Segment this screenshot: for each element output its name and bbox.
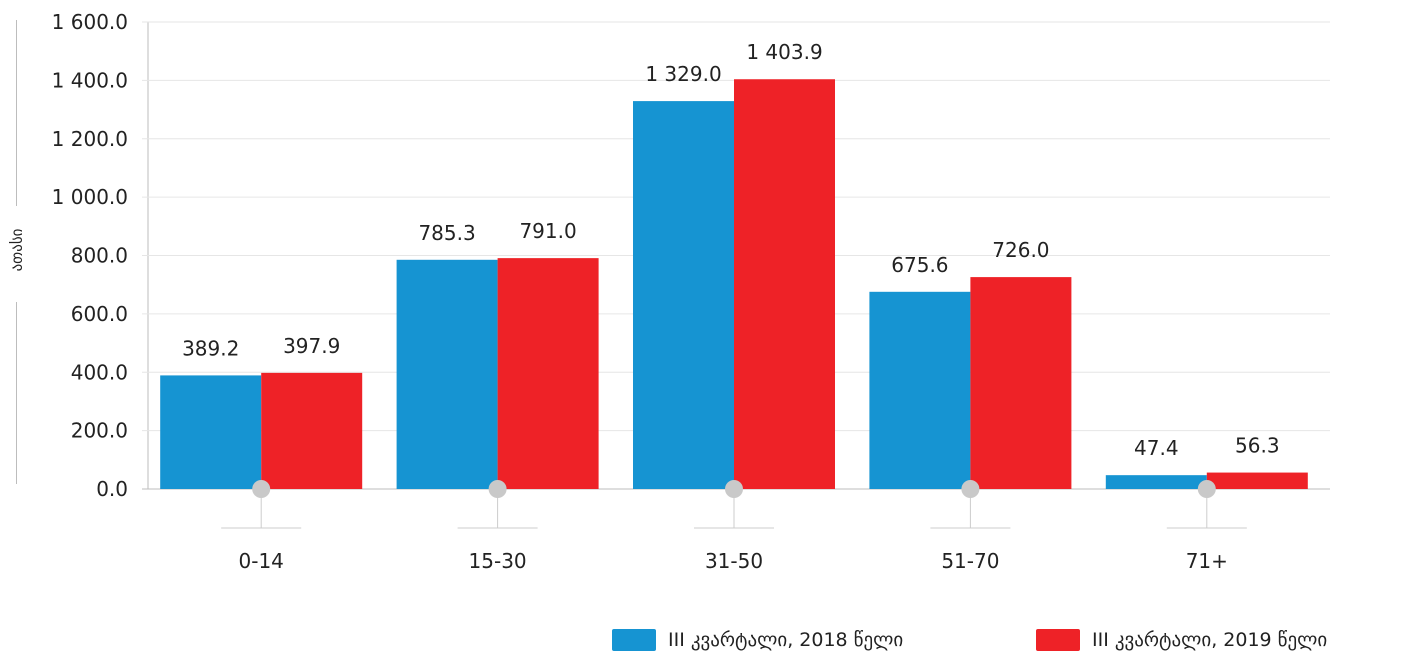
x-marker-dot (961, 480, 980, 498)
x-marker-dot (1197, 480, 1216, 498)
y-tick-label: 1 000.0 (52, 185, 128, 209)
bar-2019 (261, 372, 363, 489)
y-tick-label: 600.0 (71, 302, 128, 326)
bar-2018 (396, 259, 498, 489)
legend-swatch-2019 (1036, 629, 1080, 651)
bar-2018 (633, 101, 734, 490)
y-tick-label: 1 200.0 (52, 127, 128, 151)
legend-item-2019: III კვარტალი, 2019 წელი (1036, 626, 1327, 654)
y-tick-label: 0.0 (96, 477, 128, 501)
x-tick-label: 51-70 (941, 549, 999, 573)
data-label: 726.0 (992, 238, 1049, 262)
bar-2019 (497, 258, 599, 489)
x-axis: 0-14 15-30 31-50 51-70 71+ (221, 480, 1247, 573)
data-label: 47.4 (1134, 436, 1179, 460)
bar-2019 (734, 79, 835, 489)
x-tick-label: 71+ (1186, 549, 1228, 573)
y-tick-label: 1 400.0 (52, 68, 128, 92)
x-tick-label: 31-50 (705, 549, 763, 573)
bar-2019 (1206, 472, 1308, 489)
data-label: 389.2 (182, 336, 239, 360)
data-label: 56.3 (1235, 434, 1280, 458)
bar-2018 (1105, 475, 1207, 489)
y-axis-title-area: ათასი (0, 0, 34, 490)
legend-label-2019: III კვარტალი, 2019 წელი (1092, 629, 1328, 651)
data-label: 675.6 (891, 253, 948, 277)
y-tick-label: 800.0 (71, 244, 128, 268)
x-marker-dot (488, 480, 507, 498)
y-axis-title-line-bottom (16, 302, 17, 484)
y-axis-title-line-top (16, 20, 17, 206)
y-tick-label: 200.0 (71, 419, 128, 443)
data-label: 785.3 (418, 221, 475, 245)
x-tick-label: 0-14 (239, 549, 284, 573)
bars (160, 79, 1308, 490)
legend-swatch-2018 (612, 629, 656, 651)
data-labels: 389.2 397.9 785.3 791.0 1 329.0 1 403.9 675.6 7… (182, 40, 1279, 460)
x-marker-dot (725, 480, 743, 498)
data-label: 791.0 (519, 219, 576, 243)
bar-2018 (869, 291, 971, 489)
legend-label-2018: III კვარტალი, 2018 წელი (668, 629, 904, 651)
bar-2019 (970, 277, 1072, 489)
bar-2018 (160, 375, 262, 489)
y-tick-labels: 0.0 200.0 400.0 600.0 800.0 1 000.0 1 200.0 1 4… (52, 10, 128, 501)
data-label: 1 329.0 (645, 62, 721, 86)
legend-item-2018: III კვარტალი, 2018 წელი (612, 626, 903, 654)
y-tick-label: 400.0 (71, 360, 128, 384)
data-label: 1 403.9 (746, 40, 822, 64)
y-tick-label: 1 600.0 (52, 10, 128, 34)
x-marker-dot (252, 480, 271, 498)
x-tick-label: 15-30 (469, 549, 527, 573)
data-label: 397.9 (283, 334, 340, 358)
